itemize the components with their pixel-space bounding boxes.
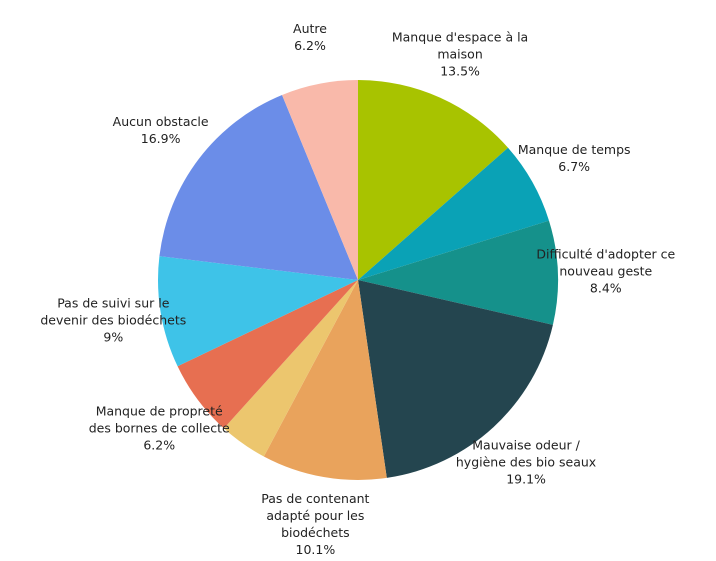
pie-slice xyxy=(263,280,387,480)
category-label: Mauvaise odeur / hygiène des bio seaux xyxy=(455,437,597,470)
category-label: Pas de suivi sur le devenir des biodéche… xyxy=(40,295,187,328)
category-label: Manque de temps xyxy=(517,142,631,158)
slice-label: Pas de suivi sur le devenir des biodéche… xyxy=(38,295,188,346)
slice-label: Aucun obstacle 16.9% xyxy=(86,113,236,147)
pie-slice xyxy=(177,280,358,429)
category-label: Manque d'espace à la maison xyxy=(391,29,529,62)
pie-slice xyxy=(159,94,358,280)
slice-label: Mauvaise odeur / hygiène des bio seaux 19… xyxy=(451,437,601,488)
slice-label: Manque de propreté des bornes de collect… xyxy=(84,403,234,454)
value-label: 9% xyxy=(103,329,124,345)
pie-slice xyxy=(358,220,559,325)
category-label: Autre xyxy=(293,20,327,36)
category-label: Aucun obstacle xyxy=(112,113,209,129)
value-label: 10.1% xyxy=(295,542,336,558)
value-label: 13.5% xyxy=(440,63,480,79)
category-label: Difficulté d'adopter ce nouveau geste xyxy=(536,246,676,279)
slice-label: Manque d'espace à la maison 13.5% xyxy=(385,28,535,79)
pie-slice xyxy=(358,80,509,280)
pie-slice xyxy=(358,280,553,478)
slice-label: Autre 6.2% xyxy=(235,20,385,54)
slice-label: Pas de contenant adapté pour les biodéch… xyxy=(240,490,390,558)
value-label: 19.1% xyxy=(506,471,546,487)
slice-label: Manque de temps 6.7% xyxy=(499,141,649,175)
pie-slice xyxy=(158,256,358,367)
value-label: 8.4% xyxy=(589,280,622,296)
pie-slice xyxy=(282,80,358,280)
pie-slice xyxy=(223,280,358,457)
value-label: 6.2% xyxy=(143,437,176,453)
value-label: 16.9% xyxy=(140,130,181,146)
category-label: Manque de propreté des bornes de collect… xyxy=(88,403,230,436)
slice-label: Difficulté d'adopter ce nouveau geste 8.4… xyxy=(531,245,681,296)
value-label: 6.2% xyxy=(294,37,326,53)
value-label: 6.7% xyxy=(558,159,591,175)
pie-slice xyxy=(358,147,549,280)
category-label: Pas de contenant adapté pour les biodéch… xyxy=(261,491,370,541)
